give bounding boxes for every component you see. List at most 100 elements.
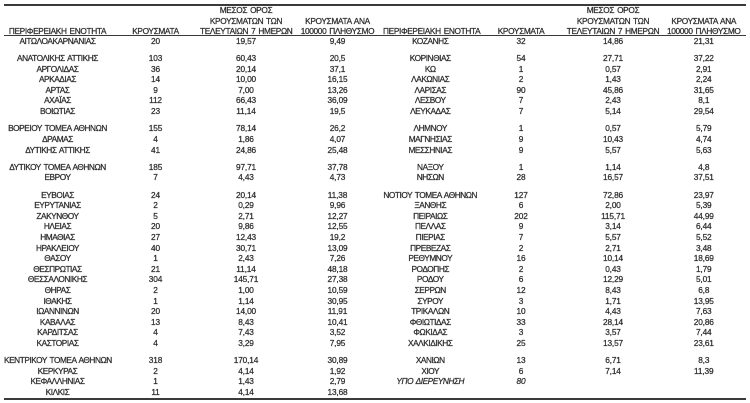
region-cell-left: ΔΡΑΜΑΣ [42, 133, 74, 144]
table-row: ΘΑΣΟΥ 1 2,43 7,26 ΡΕΘΥΜΝΟΥ 16 10,14 18,69 [4, 253, 746, 264]
per100k-cell-right: 5,39 [695, 200, 712, 211]
region-cell-right: ΦΩΚΙΔΑΣ [413, 327, 448, 338]
region-cell-left: ΘΕΣΣΑΛΟΝΙΚΗΣ [27, 274, 88, 285]
avg7-cell-right: 16,57 [602, 172, 623, 183]
cases-cell-right: 7 [518, 106, 524, 117]
avg7-cell-left: 1,43 [238, 376, 254, 387]
per100k-cell-left: 13,68 [327, 387, 348, 398]
region-cell-right: ΛΕΥΚΑΔΑΣ [410, 106, 451, 117]
avg7-cell-left: 97,71 [235, 161, 256, 172]
table-row: ΚΙΛΚΙΣ 11 4,14 13,68 [4, 387, 746, 399]
region-cell-left: ΙΘΑΚΗΣ [43, 295, 72, 306]
region-cell-right: ΝΑΞΟΥ [417, 161, 444, 172]
region-cell-left: ΚΑΣΤΟΡΙΑΣ [36, 337, 79, 348]
cases-cell-right: 16 [516, 253, 526, 264]
region-cell-left: ΗΜΑΘΙΑΣ [40, 232, 75, 243]
per100k-cell-right: 8,3 [698, 355, 710, 366]
table-row: ΗΛΕΙΑΣ 20 9,86 12,55 ΠΕΛΛΑΣ 9 3,14 6,44 [4, 221, 746, 232]
per100k-cell-right: 5,63 [695, 144, 712, 155]
region-header-label: ΠΕΡΙΦΕΡΕΙΑΚΗ ΕΝΟΤΗΤΑ [8, 26, 107, 37]
cases-cell-left: 20 [151, 35, 160, 46]
spacer-row [4, 117, 746, 124]
region-cell-left: ΚΑΡΔΙΤΣΑΣ [37, 327, 78, 338]
table-row: ΕΒΡΟΥ 7 4,43 4,73 ΝΗΣΩΝ 28 16,57 37,51 [4, 172, 746, 183]
region-cell-right: ΠΕΙΡΑΙΩΣ [413, 210, 448, 221]
avg7-cell-right: 1,71 [605, 295, 621, 306]
spacer-row [4, 155, 746, 162]
cases-cell-left: 27 [151, 232, 160, 243]
per100k-cell-right: 5,79 [695, 123, 712, 134]
per100k-header-line2: 100000 ΠΛΗΘΥΣΜΟ [667, 26, 741, 37]
per100k-cell-left: 11,38 [327, 189, 348, 200]
header-row: ΠΕΡΙΦΕΡΕΙΑΚΗ ΕΝΟΤΗΤΑ ΚΡΟΥΣΜΑΤΑ ΜΕΣΟΣ ΟΡΟ… [4, 5, 746, 37]
region-cell-left: ΗΡΑΚΛΕΙΟΥ [35, 242, 80, 253]
cases-cell-right: 13 [516, 355, 526, 366]
avg7-cell-right: 2,00 [605, 200, 621, 211]
per100k-cell-right: 20,86 [693, 316, 714, 327]
cases-cell-right: 6 [518, 365, 524, 376]
spacer-cell [4, 183, 746, 190]
avg7-cell-right: 0,43 [605, 263, 621, 274]
region-cell-left: ΚΕΡΚΥΡΑΣ [37, 365, 78, 376]
region-cell-right [383, 387, 478, 399]
cases-cell-left: 185 [148, 161, 163, 172]
per100k-cell-right: 7,44 [695, 327, 712, 338]
region-cell-right: ΠΙΕΡΙΑΣ [415, 232, 446, 243]
region-header-left: ΠΕΡΙΦΕΡΕΙΑΚΗ ΕΝΟΤΗΤΑ [4, 5, 111, 37]
region-cell-right: ΦΘΙΩΤΙΔΑΣ [409, 316, 452, 327]
cases-cell-right: 3 [518, 327, 524, 338]
avg7-cell-left: 4,43 [238, 172, 254, 183]
cases-cell-left: 1 [153, 253, 158, 264]
cases-cell-right: 54 [516, 53, 526, 64]
avg7-cell-right: 0,57 [605, 123, 621, 134]
cases-cell-left: 2 [153, 365, 158, 376]
avg7-header-line1: ΜΕΣΟΣ ΟΡΟΣ [219, 5, 273, 15]
cases-header-right: ΚΡΟΥΣΜΑΤΑ [477, 5, 565, 36]
cases-header-left: ΚΡΟΥΣΜΑΤΑ [111, 5, 200, 36]
table-row: ΚΑΒΑΛΑΣ 13 8,43 10,41 ΦΘΙΩΤΙΔΑΣ 33 28,14 20,86 [4, 317, 746, 328]
per100k-cell-left: 37,78 [327, 161, 348, 172]
avg7-cell-left: 9,86 [238, 221, 254, 232]
region-cell-right: ΥΠΟ ΔΙΕΡΕΥΝΗΣΗ [396, 376, 465, 387]
avg7-cell-left: 2,71 [238, 210, 254, 221]
table-row: ΑΧΑΪΑΣ 112 66,43 36,09 ΛΕΣΒΟΥ 7 2,43 8,1 [4, 95, 746, 106]
cases-cell-left: 20 [151, 306, 160, 317]
avg7-cell-right: 3,14 [605, 221, 621, 232]
cases-cell-right: 1 [518, 63, 524, 74]
region-cell-left: ΕΥΒΟΙΑΣ [41, 189, 75, 200]
cases-cell-right: 2 [518, 74, 524, 85]
table-body: ΑΙΤΩΛΟΑΚΑΡΝΑΝΙΑΣ 20 19,57 9,49 ΚΟΖΑΝΗΣ 32 14,8… [4, 35, 746, 398]
per100k-cell-left: 10,59 [327, 285, 348, 295]
per100k-cell-left: 1,92 [329, 365, 346, 376]
per100k-cell-left: 25,48 [327, 144, 348, 155]
cases-cell-right: 12 [516, 285, 526, 295]
per100k-cell-right: 23,97 [693, 189, 714, 200]
per100k-cell-left: 20,5 [329, 53, 346, 64]
table-row: ΑΡΚΑΔΙΑΣ 14 10,00 16,15 ΛΑΚΩΝΙΑΣ 2 1,43 2,24 [4, 74, 746, 85]
cases-cell-left: 40 [151, 242, 160, 253]
spacer-cell [4, 155, 746, 162]
region-cell-right: ΧΑΛΚΙΔΙΚΗΣ [408, 337, 453, 348]
region-cell-right: ΞΑΝΘΗΣ [414, 200, 447, 211]
per100k-cell-right: 11,39 [694, 365, 714, 376]
cases-cell-right: 202 [514, 210, 528, 221]
cases-cell-right: 28 [516, 172, 526, 183]
cases-cell-left: 21 [151, 263, 160, 274]
table-row: ΒΟΡΕΙΟΥ ΤΟΜΕΑ ΑΘΗΝΩΝ 155 78,14 26,2 ΛΗΜΝΟΥ 1 0… [4, 123, 746, 134]
avg7-cell-left: 1,86 [238, 133, 254, 144]
cases-cell-left: 5 [153, 210, 158, 221]
per100k-cell-left: 12,27 [327, 210, 348, 221]
per100k-header-line2: 100000 ΠΛΗΘΥΣΜΟ [300, 26, 375, 37]
table-row: ΙΩΑΝΝΙΝΩΝ 20 14,00 11,91 ΤΡΙΚΑΛΩΝ 10 4,43 7,63 [4, 306, 746, 317]
avg7-cell-left: 3,29 [238, 337, 254, 348]
avg7-cell-left: 10,00 [235, 74, 256, 85]
cases-cell-left: 112 [149, 95, 162, 106]
avg7-cell-right: 28,14 [602, 316, 623, 327]
per100k-cell-right: 4,74 [695, 133, 712, 144]
avg7-cell-left: 4,14 [238, 387, 254, 398]
avg7-cell-left: 1,00 [238, 285, 254, 295]
per100k-cell-left: 36,09 [327, 95, 348, 106]
per100k-cell-left: 30,95 [327, 295, 348, 306]
cases-cell-left: 4 [153, 133, 158, 144]
region-cell-left: ΙΩΑΝΝΙΝΩΝ [36, 306, 79, 317]
